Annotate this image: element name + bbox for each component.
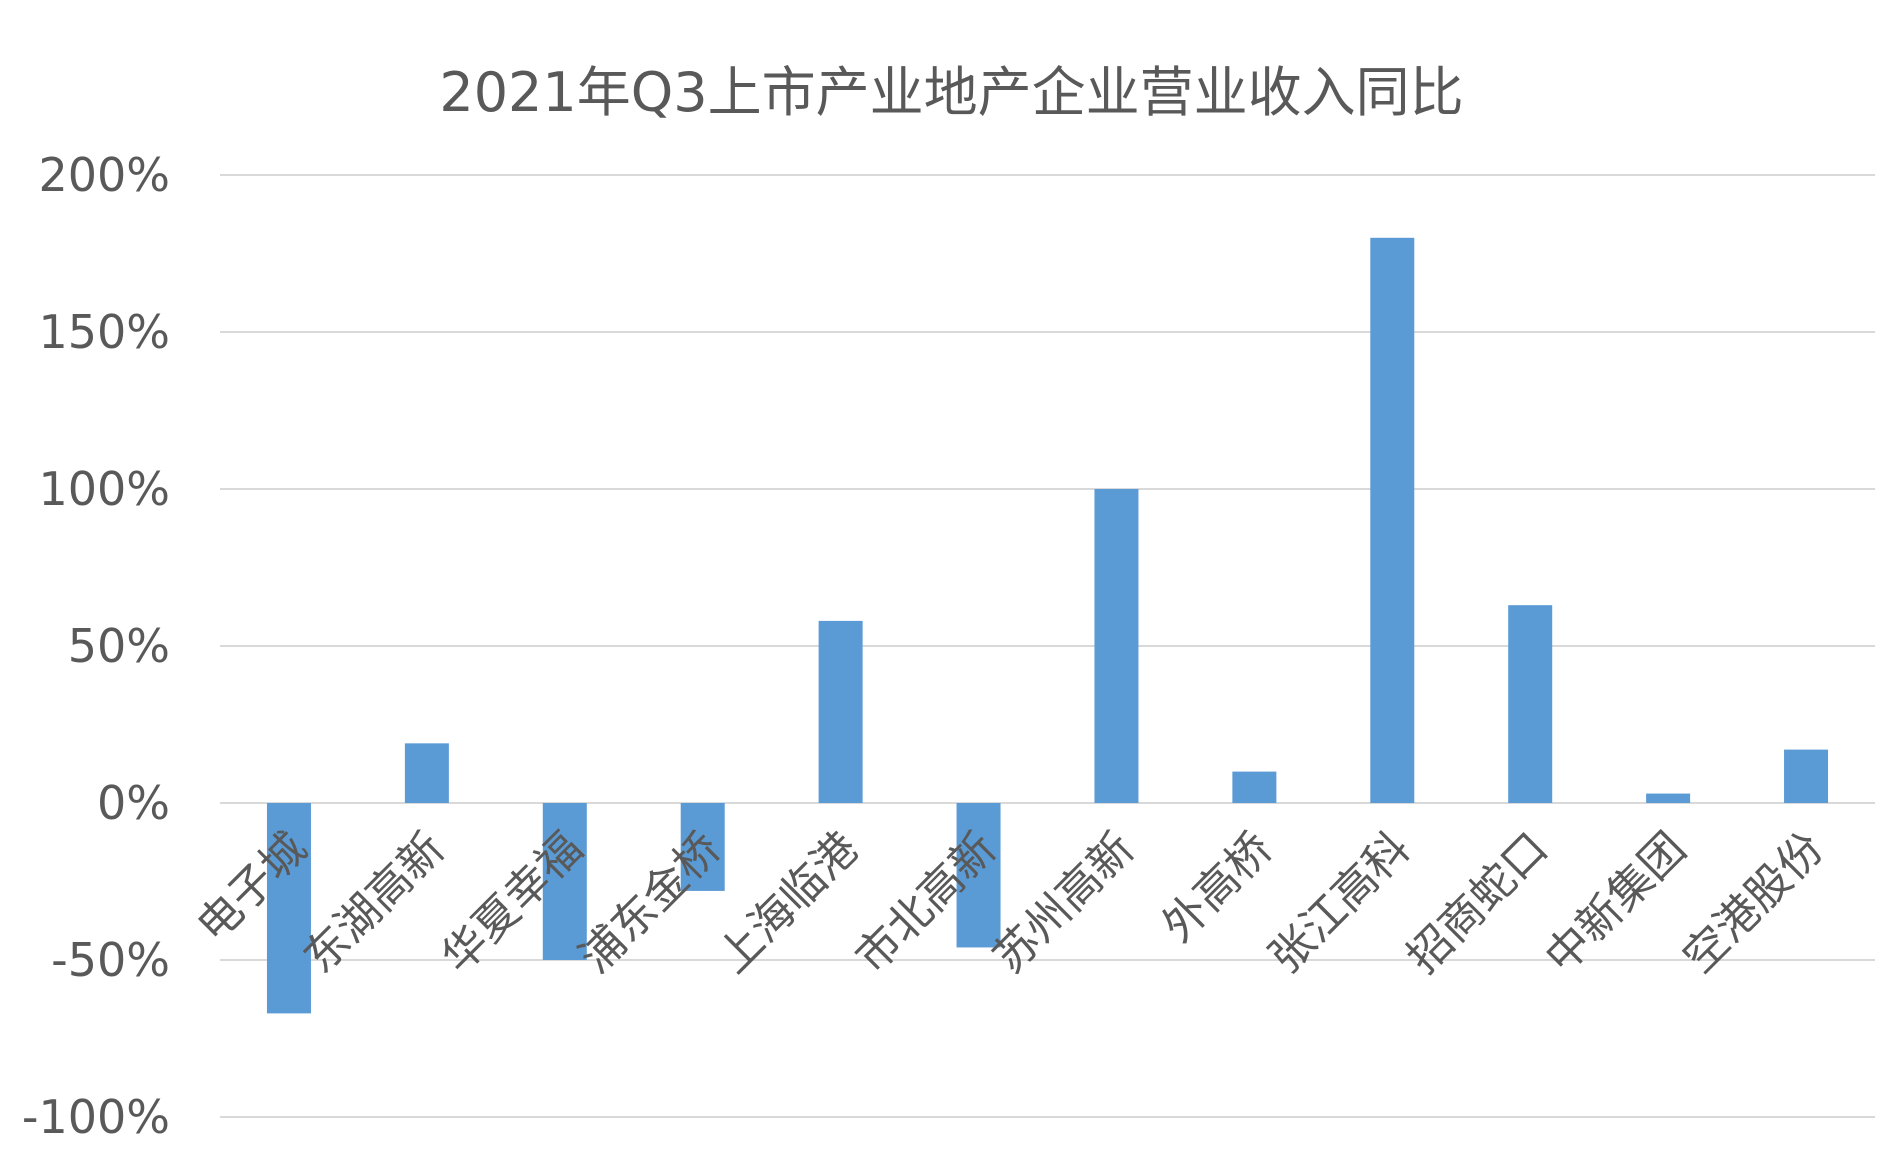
bar	[542, 803, 587, 960]
bar	[956, 803, 1001, 948]
y-tick-label: -50%	[51, 933, 170, 987]
bar	[1508, 605, 1553, 803]
y-tick-label: 100%	[38, 462, 170, 516]
y-tick-label: 200%	[38, 148, 170, 202]
gridlines	[220, 174, 1875, 1118]
y-tick-label: 50%	[68, 619, 170, 673]
bar	[680, 803, 725, 891]
bar	[1784, 749, 1829, 803]
bars	[266, 237, 1829, 1014]
bar	[1646, 793, 1691, 803]
y-axis-ticks: -100% -50% 0% 50% 100% 150% 200%	[22, 148, 170, 1144]
bar	[1232, 771, 1277, 803]
bar	[1094, 489, 1139, 803]
chart-title: 2021年Q3上市产业地产企业营业收入同比	[439, 61, 1464, 124]
y-tick-label: -100%	[22, 1090, 170, 1144]
bar	[1370, 237, 1415, 804]
bar	[404, 743, 449, 803]
y-tick-label: 0%	[97, 776, 170, 830]
y-tick-label: 150%	[38, 305, 170, 359]
x-tick-label: 外高桥	[1153, 823, 1282, 952]
bar	[266, 803, 311, 1014]
bar	[818, 620, 863, 803]
